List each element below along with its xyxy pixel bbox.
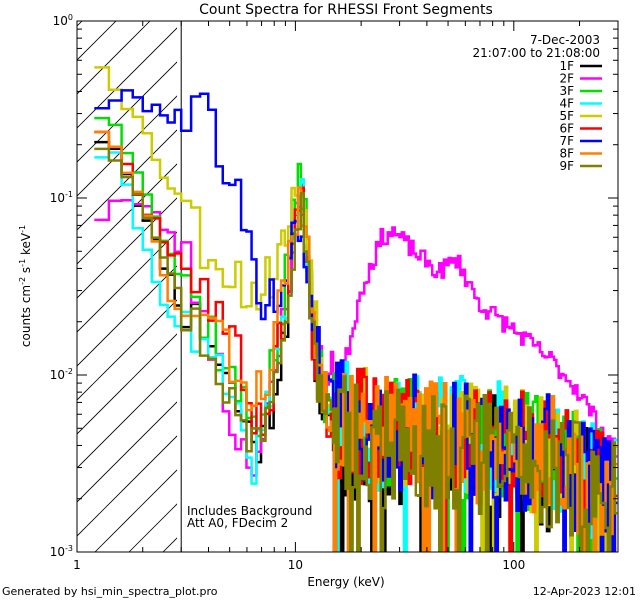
- hatch-line: [77, 27, 177, 129]
- y-tick-label: 10-2: [50, 367, 73, 382]
- y-axis-label: counts cm-2 s-1 keV-1: [18, 225, 33, 347]
- legend-label-1f: 1F: [559, 59, 574, 73]
- annotation-attenuator: Att A0, FDecim 2: [187, 516, 288, 530]
- y-tick-label: 100: [53, 13, 73, 28]
- annotation-background: Includes Background: [187, 504, 312, 518]
- x-tick-label: 10: [288, 558, 303, 572]
- legend-label-7f: 7F: [559, 134, 574, 148]
- x-axis-label: Energy (keV): [307, 575, 384, 589]
- hatch-line: [77, 95, 177, 197]
- legend-label-8f: 8F: [559, 147, 574, 161]
- hatched-excluded-region: [0, 0, 177, 552]
- hatch-line: [77, 231, 177, 333]
- x-tick-label: 1: [73, 558, 81, 572]
- hatch-line: [77, 265, 177, 367]
- legend-date: 7-Dec-2003: [530, 33, 600, 47]
- x-tick-label: 100: [502, 558, 525, 572]
- hatch-line: [77, 21, 151, 95]
- plot-frame: [76, 20, 619, 553]
- legend-label-4f: 4F: [559, 97, 574, 111]
- hatch-line: [0, 0, 77, 552]
- y-tick-labels: 100 10-1 10-2 10-3: [50, 13, 73, 559]
- series-group: [94, 66, 618, 552]
- legend-label-5f: 5F: [559, 109, 574, 123]
- legend-label-2f: 2F: [559, 72, 574, 86]
- legend-time-range: 21:07:00 to 21:08:00: [473, 46, 600, 60]
- hatch-line: [77, 61, 177, 163]
- hatch-line: [77, 401, 177, 503]
- legend-label-3f: 3F: [559, 84, 574, 98]
- hatch-line: [77, 367, 177, 469]
- footer-timestamp: 12-Apr-2023 12:01: [533, 585, 636, 598]
- legend-label-6f: 6F: [559, 122, 574, 136]
- hatch-line: [77, 197, 177, 299]
- axis-ticks: [76, 21, 619, 553]
- y-tick-label: 10-1: [50, 190, 73, 205]
- hatch-line: [77, 435, 177, 537]
- chart-title: Count Spectra for RHESSI Front Segments: [199, 2, 493, 18]
- hatch-line: [77, 21, 83, 27]
- hatch-line: [77, 129, 177, 231]
- x-tick-labels: 1 10 100: [73, 558, 525, 572]
- legend-label-9f: 9F: [559, 159, 574, 173]
- footer-generated-by: Generated by hsi_min_spectra_plot.pro: [2, 585, 218, 598]
- y-tick-label: 10-3: [50, 544, 73, 559]
- series-9f-line: [94, 147, 618, 552]
